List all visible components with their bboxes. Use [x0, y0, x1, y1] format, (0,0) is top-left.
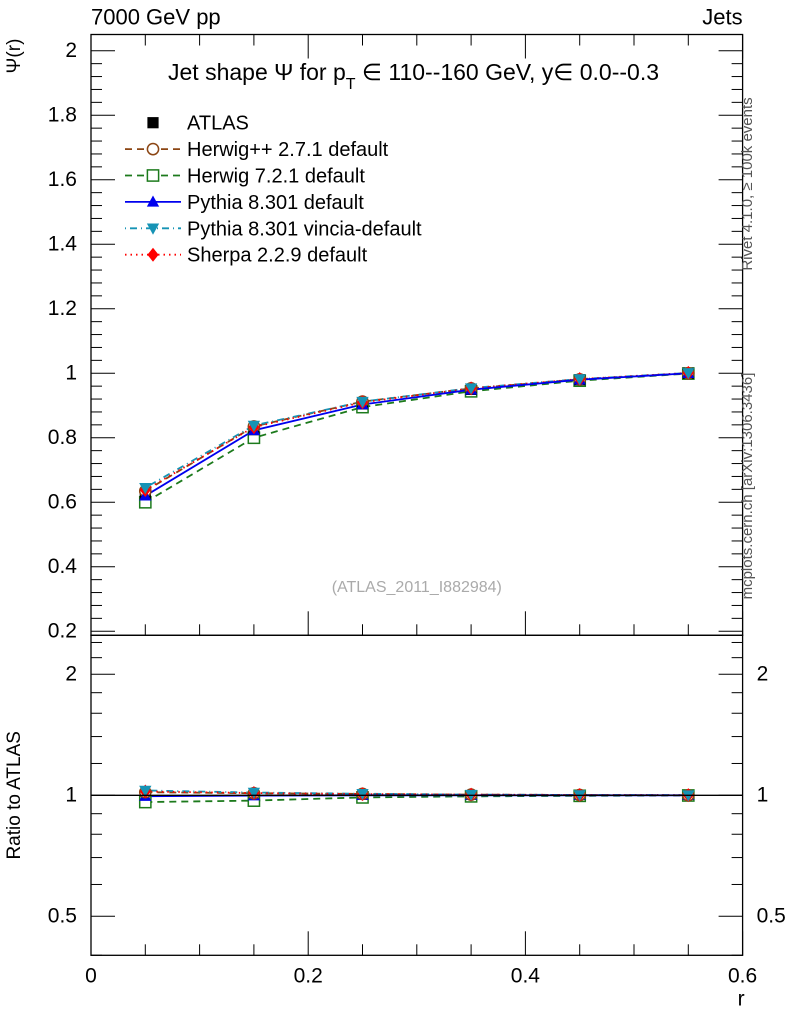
svg-text:0.4: 0.4 — [48, 555, 78, 578]
svg-text:Rivet 4.1.0, ≥ 100k events: Rivet 4.1.0, ≥ 100k events — [739, 97, 756, 270]
svg-text:1: 1 — [757, 783, 769, 806]
svg-text:1.2: 1.2 — [48, 297, 77, 320]
svg-text:1.4: 1.4 — [48, 232, 78, 255]
svg-text:0.8: 0.8 — [48, 426, 77, 449]
svg-text:0.4: 0.4 — [511, 964, 541, 987]
svg-text:2: 2 — [757, 662, 769, 685]
svg-text:Herwig 7.2.1 default: Herwig 7.2.1 default — [187, 166, 365, 188]
svg-text:mcplots.cern.ch [arXiv:1306.34: mcplots.cern.ch [arXiv:1306.3436] — [739, 373, 756, 600]
svg-text:Herwig++ 2.7.1 default: Herwig++ 2.7.1 default — [187, 139, 389, 161]
svg-text:0.2: 0.2 — [294, 964, 323, 987]
svg-text:2: 2 — [65, 662, 77, 685]
svg-text:0.6: 0.6 — [48, 490, 77, 513]
svg-text:Ratio to ATLAS: Ratio to ATLAS — [4, 731, 25, 860]
svg-text:7000 GeV pp: 7000 GeV pp — [91, 5, 221, 30]
svg-text:0.6: 0.6 — [728, 964, 757, 987]
svg-text:Ψ(r): Ψ(r) — [4, 39, 25, 74]
svg-text:1: 1 — [65, 361, 77, 384]
svg-text:1.6: 1.6 — [48, 168, 77, 191]
svg-text:Sherpa 2.2.9 default: Sherpa 2.2.9 default — [187, 245, 368, 267]
svg-text:r: r — [738, 987, 745, 1010]
svg-text:(ATLAS_2011_I882984): (ATLAS_2011_I882984) — [332, 579, 502, 596]
svg-text:1.8: 1.8 — [48, 103, 77, 126]
svg-text:1: 1 — [65, 783, 77, 806]
svg-text:0: 0 — [85, 964, 97, 987]
svg-text:Pythia 8.301 vincia-default: Pythia 8.301 vincia-default — [187, 218, 422, 240]
svg-text:Pythia 8.301 default: Pythia 8.301 default — [187, 192, 364, 214]
svg-text:Jets: Jets — [702, 5, 742, 30]
svg-text:ATLAS: ATLAS — [187, 113, 249, 135]
svg-text:0.5: 0.5 — [48, 904, 77, 927]
svg-text:0.2: 0.2 — [48, 619, 77, 642]
svg-text:2: 2 — [65, 39, 77, 62]
svg-text:0.5: 0.5 — [757, 904, 786, 927]
